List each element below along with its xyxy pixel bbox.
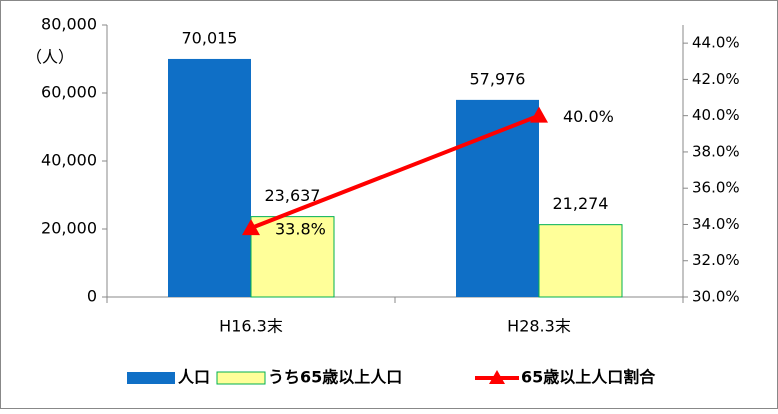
data-label: 57,976 <box>470 69 526 88</box>
legend-marker <box>489 370 505 384</box>
line-marker <box>530 106 548 123</box>
y2-tick-label: 30.0% <box>692 288 740 306</box>
y2-tick-label: 34.0% <box>692 215 740 233</box>
data-label: 70,015 <box>182 28 238 47</box>
data-label: 21,274 <box>553 194 609 213</box>
x-tick-label: H16.3末 <box>219 317 283 336</box>
y-tick-label: 40,000 <box>41 151 97 170</box>
legend-label: 65歳以上人口割合 <box>521 368 656 387</box>
y-tick-label: 20,000 <box>41 219 97 238</box>
data-label: 33.8% <box>275 220 326 239</box>
y2-tick-label: 38.0% <box>692 142 740 160</box>
y2-tick-label: 42.0% <box>692 70 740 88</box>
legend-swatch <box>127 372 175 384</box>
legend-label: 人口 <box>178 368 210 387</box>
bar <box>168 58 251 297</box>
y-tick-label: 0 <box>87 287 97 306</box>
line <box>250 113 540 230</box>
data-label: 40.0% <box>563 107 614 126</box>
y2-tick-label: 40.0% <box>692 106 740 124</box>
x-tick-label: H28.3末 <box>507 317 571 336</box>
y2-tick-label: 44.0% <box>692 34 740 52</box>
y-tick-label: 60,000 <box>41 83 97 102</box>
legend-label: うち65歳以上人口 <box>268 368 402 387</box>
y2-tick-label: 32.0% <box>692 251 740 269</box>
bar <box>538 224 623 298</box>
bar <box>250 216 335 298</box>
data-label: 23,637 <box>265 186 321 205</box>
y-axis-unit: （人） <box>26 48 74 67</box>
legend-swatch <box>216 371 266 385</box>
y2-tick-label: 36.0% <box>692 179 740 197</box>
y-tick-label: 80,000 <box>41 15 97 34</box>
bar <box>456 99 539 298</box>
line-marker <box>242 219 260 236</box>
